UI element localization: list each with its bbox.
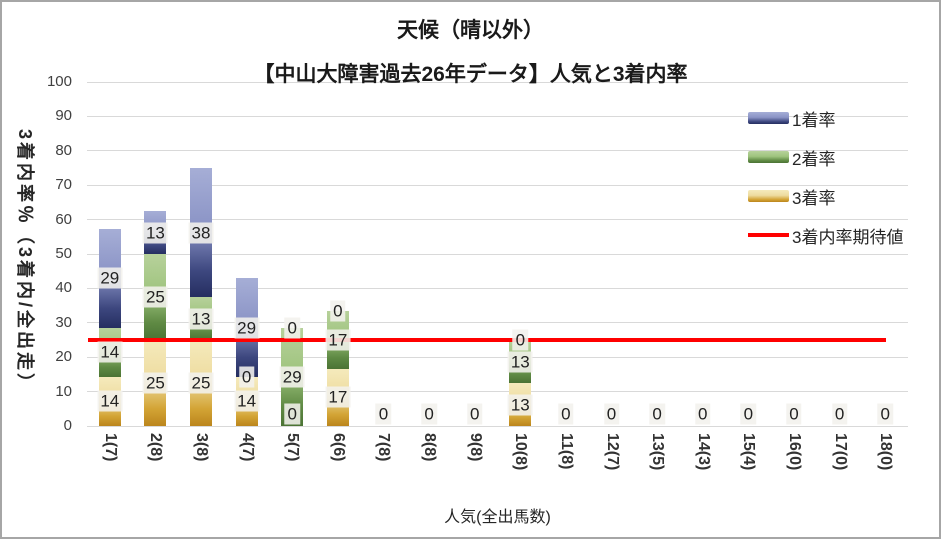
bar-data-label: 0 bbox=[877, 403, 893, 425]
bar-data-label: 14 bbox=[97, 341, 123, 363]
gridline bbox=[87, 425, 908, 427]
x-tick-label: 3(8) bbox=[193, 433, 211, 462]
legend-item-2nd-place-rate: 2着率 bbox=[748, 147, 903, 169]
bar-data-label: 25 bbox=[188, 372, 214, 394]
legend: 1着率 2着率 3着率 3着内率期待値 bbox=[748, 108, 904, 247]
legend-label: 1着率 bbox=[792, 110, 836, 130]
y-tick-label: 90 bbox=[55, 107, 72, 125]
bar-data-label: 29 bbox=[279, 366, 305, 388]
y-tick-label: 100 bbox=[46, 73, 72, 90]
y-tick-label: 70 bbox=[55, 176, 72, 194]
bar-data-label: 0 bbox=[786, 403, 802, 425]
x-tick-label: 2(8) bbox=[147, 433, 165, 462]
bar-data-label: 13 bbox=[188, 308, 214, 329]
bar-data-label: 13 bbox=[507, 394, 533, 415]
x-tick-label: 12(7) bbox=[603, 433, 621, 471]
chart-title: 天候（晴以外） bbox=[397, 19, 544, 42]
bar-data-label: 0 bbox=[466, 403, 483, 425]
legend-line-expected-value-icon bbox=[748, 233, 789, 237]
y-tick-label: 20 bbox=[55, 348, 72, 366]
bar-data-label: 0 bbox=[421, 403, 437, 425]
bar-data-label: 0 bbox=[330, 300, 346, 322]
legend-label: 3着率 bbox=[792, 188, 836, 208]
bar-data-label: 29 bbox=[234, 317, 260, 339]
bar-data-label: 17 bbox=[325, 329, 351, 351]
bar-data-label: 25 bbox=[142, 372, 168, 394]
x-tick-label: 4(7) bbox=[238, 433, 256, 462]
legend-item-expected-value: 3着内率期待値 bbox=[748, 225, 904, 247]
bar-data-label: 0 bbox=[603, 403, 620, 425]
bar-data-label: 0 bbox=[831, 403, 848, 425]
x-axis-title: 人気(全出馬数) bbox=[444, 509, 551, 526]
gridline bbox=[87, 322, 908, 324]
legend-swatch-2nd-place-icon bbox=[748, 151, 789, 163]
bar-data-label: 38 bbox=[188, 222, 214, 243]
y-tick-label: 80 bbox=[55, 141, 72, 159]
legend-swatch-1st-place-icon bbox=[748, 112, 789, 124]
gridline bbox=[87, 287, 908, 289]
gridline bbox=[87, 184, 908, 186]
x-tick-label: 9(8) bbox=[466, 433, 484, 462]
legend-label: 2着率 bbox=[792, 149, 836, 169]
bar-data-label: 0 bbox=[740, 403, 757, 425]
gridline bbox=[87, 391, 908, 393]
bar-data-label: 0 bbox=[649, 403, 665, 425]
x-tick-label: 1(7) bbox=[101, 433, 119, 462]
legend-label: 3着内率期待値 bbox=[792, 227, 904, 247]
y-tick-label: 60 bbox=[55, 210, 72, 228]
gridline bbox=[87, 219, 908, 221]
bar-data-label: 0 bbox=[284, 317, 300, 339]
x-tick-label: 15(4) bbox=[740, 433, 758, 471]
x-tick-label: 17(0) bbox=[831, 433, 849, 471]
bar-data-label: 0 bbox=[558, 403, 574, 425]
gridline bbox=[87, 150, 908, 152]
bar-data-label: 13 bbox=[507, 351, 533, 372]
bar-data-label: 17 bbox=[325, 386, 351, 408]
gridline bbox=[87, 253, 908, 255]
expected-value-line bbox=[88, 338, 886, 342]
legend-item-3rd-place-rate: 3着率 bbox=[748, 186, 903, 208]
bar-data-label: 0 bbox=[695, 403, 711, 425]
bar-data-label: 0 bbox=[284, 403, 300, 425]
y-tick-label: 50 bbox=[55, 245, 72, 262]
y-tick-label: 40 bbox=[55, 279, 72, 297]
gridline bbox=[87, 356, 908, 358]
y-tick-label: 30 bbox=[55, 313, 72, 331]
x-tick-label: 10(8) bbox=[512, 433, 530, 471]
x-tick-label: 8(8) bbox=[421, 433, 439, 462]
bar-data-label: 0 bbox=[238, 366, 255, 388]
legend-swatch-3rd-place-icon bbox=[748, 190, 789, 202]
bar-data-label: 29 bbox=[97, 267, 123, 289]
x-tick-label: 14(3) bbox=[694, 433, 712, 471]
x-tick-label: 13(5) bbox=[649, 433, 667, 471]
bar-data-label: 14 bbox=[97, 390, 123, 412]
y-tick-label: 0 bbox=[63, 417, 72, 434]
x-tick-label: 6(6) bbox=[329, 433, 347, 462]
x-tick-label: 7(8) bbox=[375, 433, 393, 462]
gridline bbox=[87, 115, 908, 117]
bar-data-label: 25 bbox=[142, 286, 168, 308]
bar-data-label: 0 bbox=[512, 329, 529, 351]
x-tick-label: 5(7) bbox=[284, 433, 302, 462]
legend-item-1st-place-rate: 1着率 bbox=[748, 108, 903, 130]
x-tick-label: 11(8) bbox=[557, 433, 575, 470]
chart-subtitle: 【中山大障害過去26年データ】人気と3着内率 bbox=[253, 63, 688, 86]
y-tick-label: 10 bbox=[55, 382, 72, 400]
gridline bbox=[87, 81, 908, 83]
bar-data-label: 13 bbox=[142, 222, 168, 243]
x-tick-label: 16(0) bbox=[785, 433, 803, 471]
x-tick-label: 18(0) bbox=[877, 433, 895, 471]
bar-data-label: 0 bbox=[375, 403, 392, 425]
bar-data-label: 14 bbox=[234, 390, 260, 412]
